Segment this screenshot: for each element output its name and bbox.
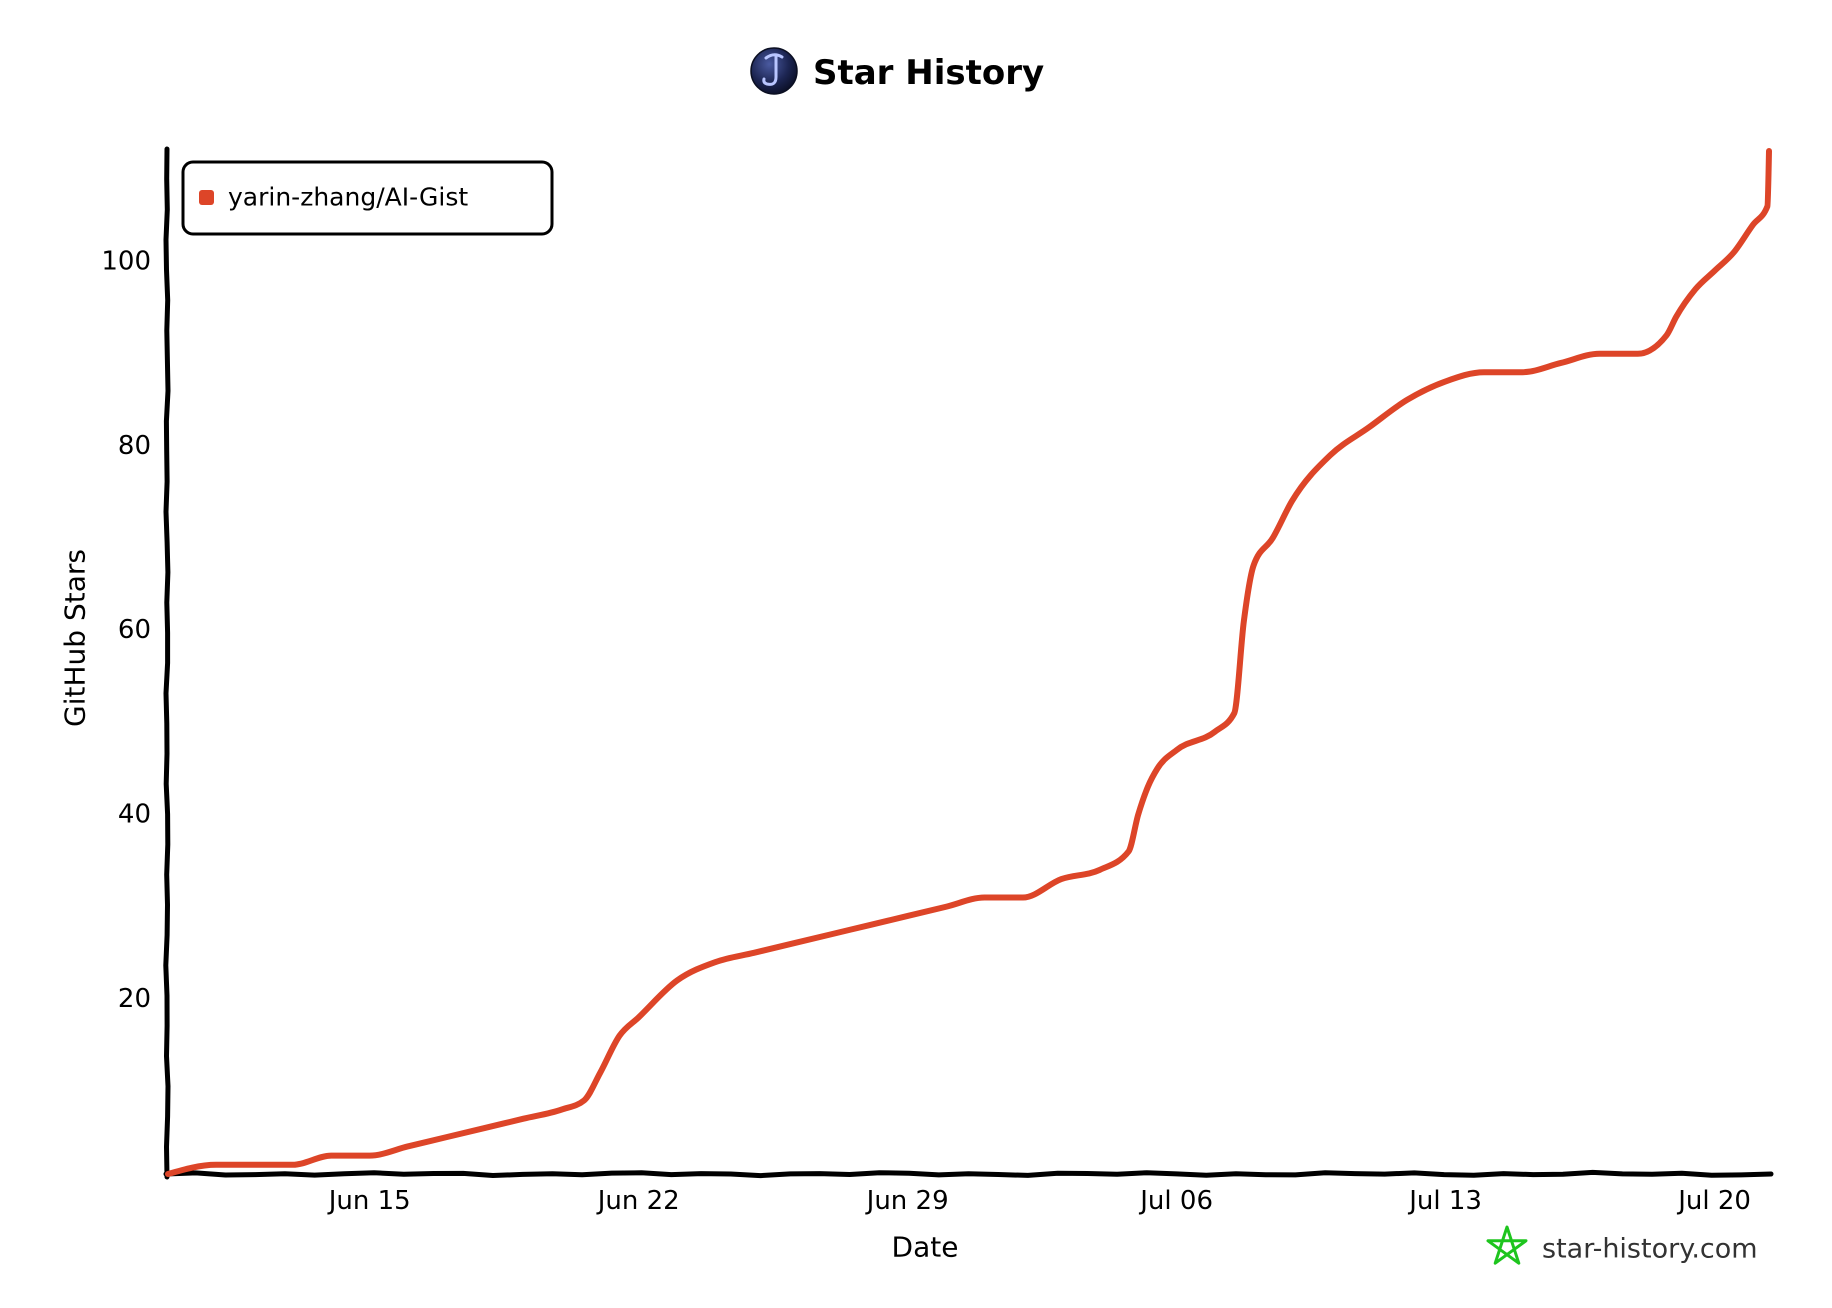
x-tick-label: Jun 22 — [596, 1186, 680, 1216]
x-tick-label: Jul 06 — [1138, 1186, 1213, 1216]
watermark: star-history.com — [1486, 1225, 1758, 1265]
x-axis-line — [163, 1169, 1774, 1179]
legend-swatch — [199, 190, 214, 205]
x-tick-label: Jul 20 — [1676, 1186, 1751, 1216]
series-layer — [165, 148, 1772, 1177]
x-tick-label: Jul 13 — [1407, 1186, 1482, 1216]
y-tick-label: 60 — [118, 615, 151, 645]
legend-label: yarin-zhang/AI-Gist — [228, 183, 468, 212]
x-axis-label: Date — [892, 1231, 959, 1264]
legend: yarin-zhang/AI-Gist — [181, 160, 554, 236]
star-history-logo-icon — [1486, 1225, 1528, 1265]
x-tick-label: Jun 15 — [327, 1186, 411, 1216]
watermark-text: star-history.com — [1542, 1234, 1758, 1265]
y-axis-label: GitHub Stars — [59, 549, 92, 727]
y-tick-label: 20 — [118, 984, 151, 1014]
y-tick-label: 40 — [118, 800, 151, 830]
axes — [163, 146, 1774, 1180]
y-axis-line — [163, 146, 171, 1180]
legend-box — [181, 160, 554, 236]
owner-avatar — [750, 47, 798, 95]
tick-labels: 20 40 60 80 100 Jun 15 Jun 22 Jun 29 Jul 06 Jul 1… — [101, 247, 1751, 1216]
y-tick-label: 100 — [101, 247, 151, 277]
y-tick-label: 80 — [118, 431, 151, 461]
title-group: Star History — [750, 47, 1044, 95]
x-tick-label: Jun 29 — [865, 1186, 949, 1216]
chart-title: Star History — [813, 53, 1044, 93]
avatar-glyph — [762, 53, 784, 86]
avatar-circle — [750, 47, 798, 95]
series-line — [165, 148, 1772, 1177]
